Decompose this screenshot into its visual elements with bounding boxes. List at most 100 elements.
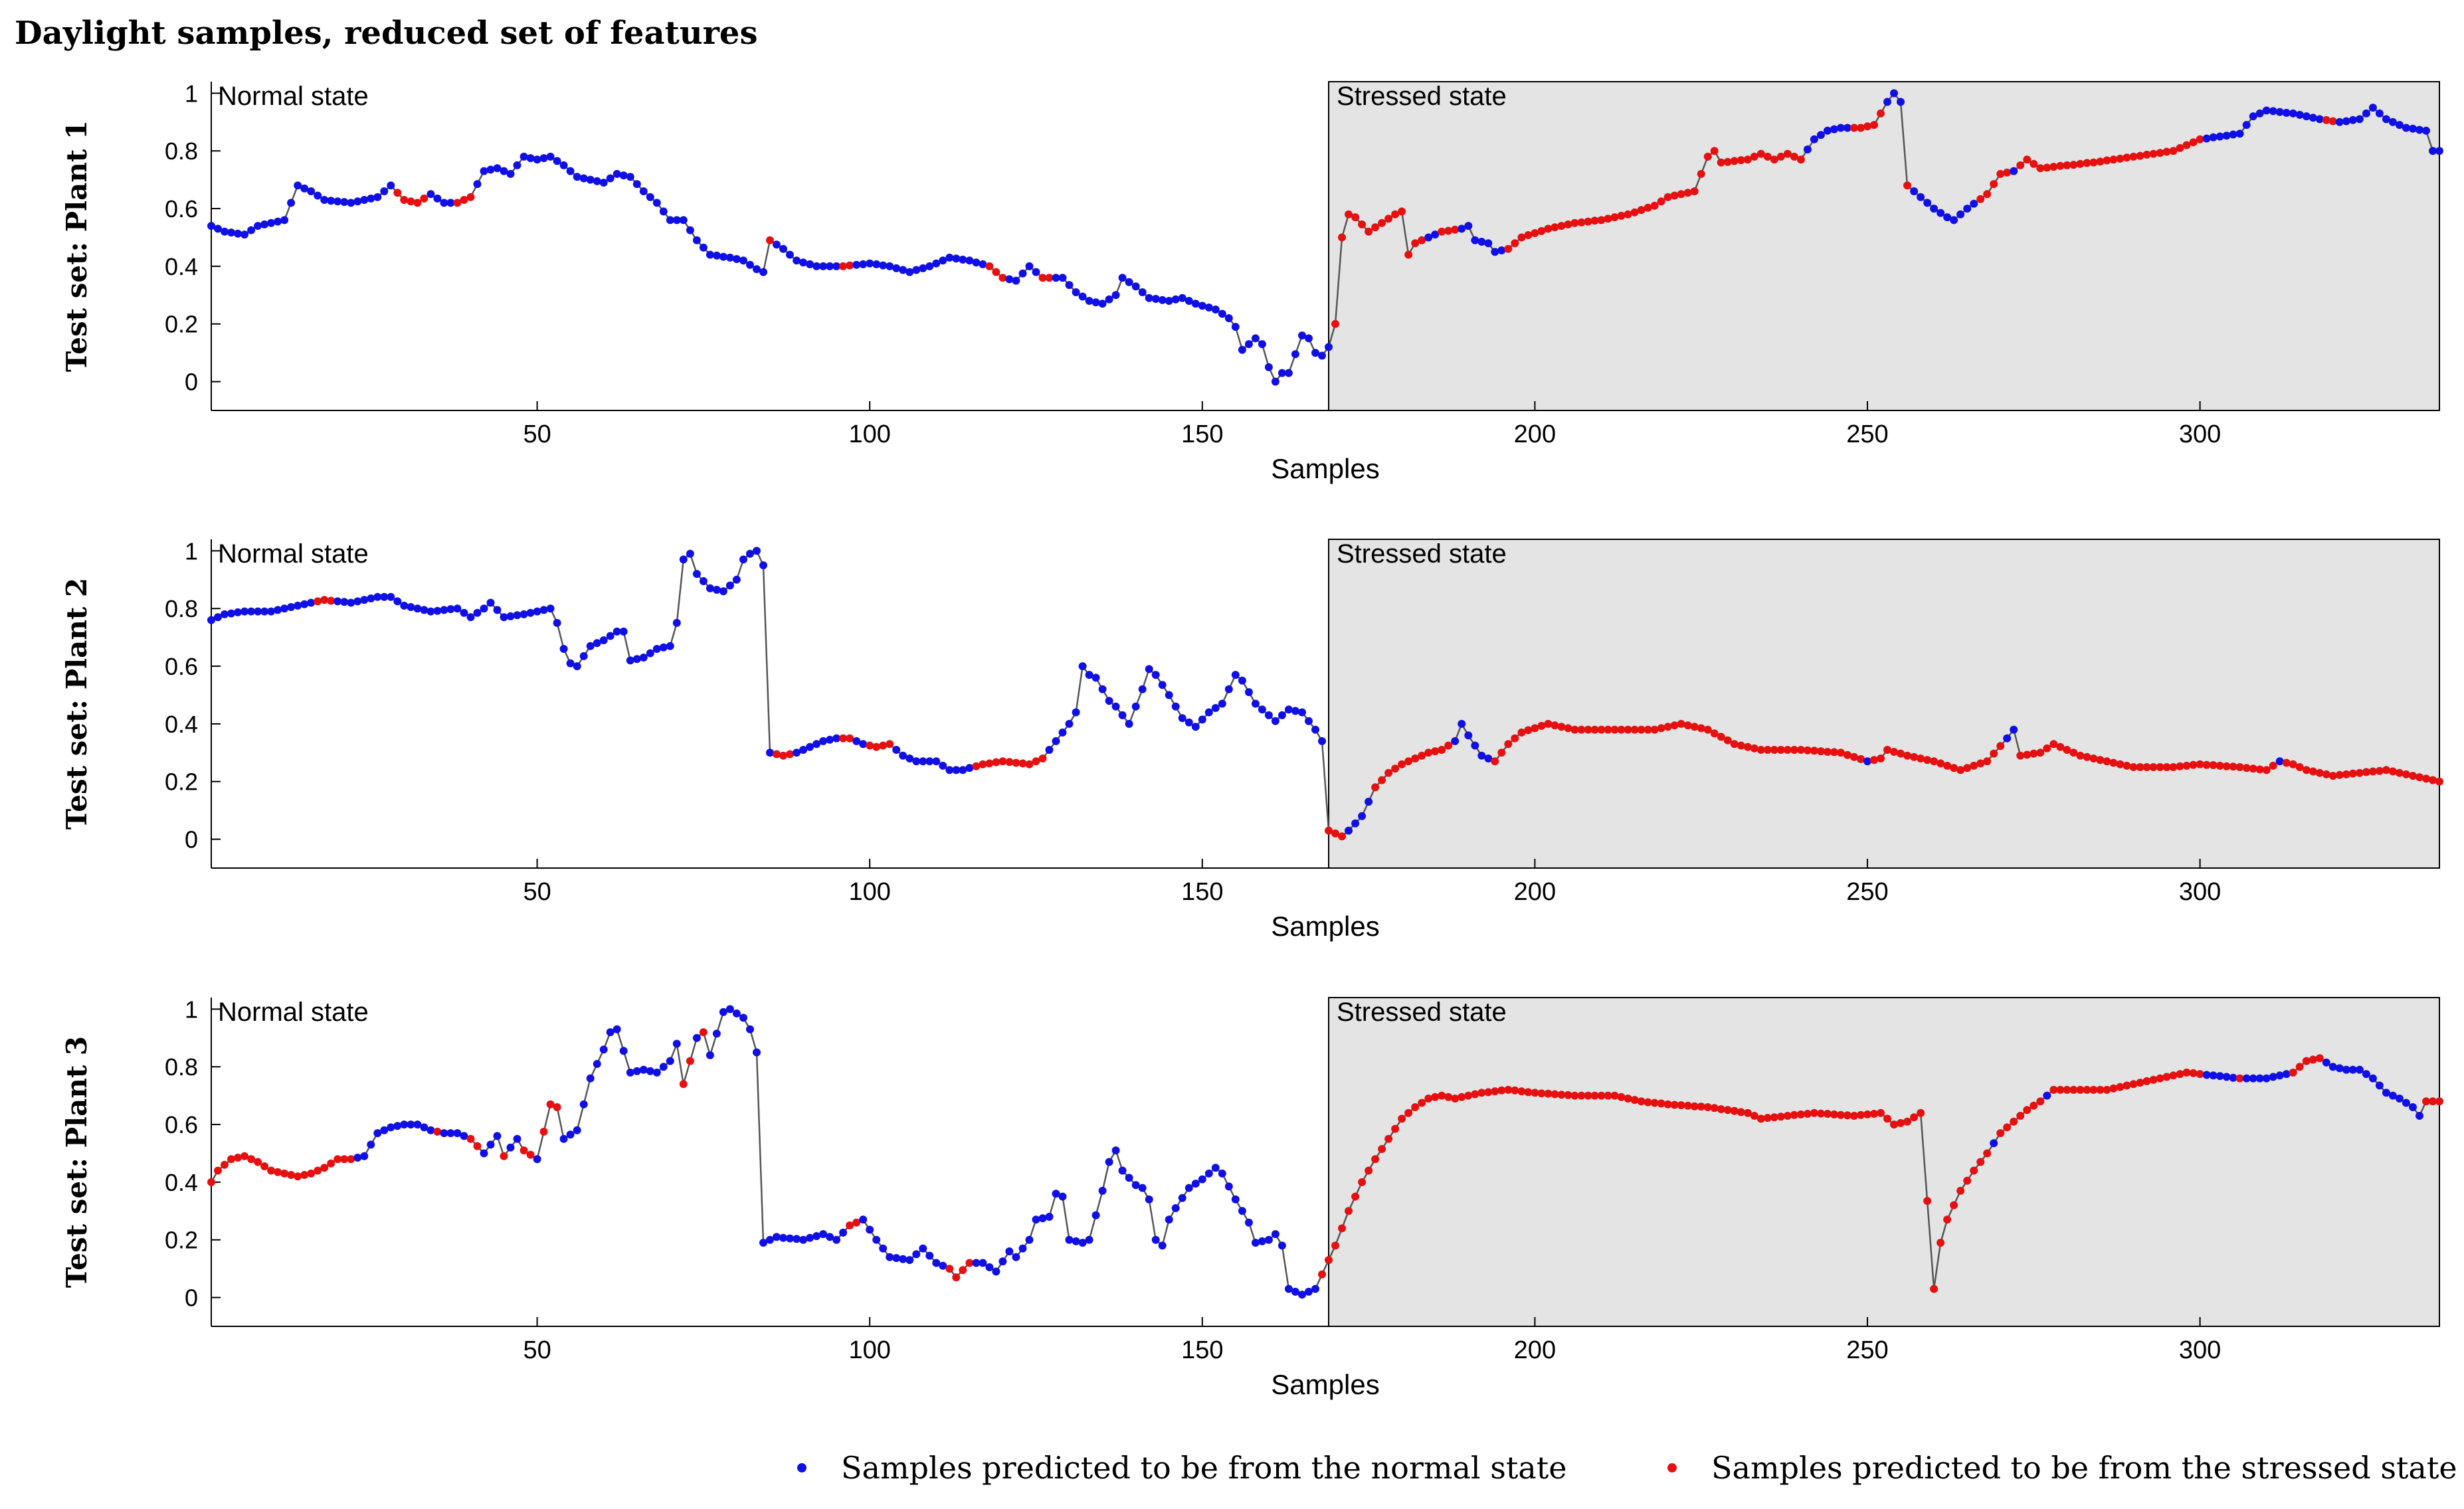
point-normal: [2282, 1070, 2291, 1079]
point-normal: [1165, 297, 1173, 305]
point-normal: [260, 607, 269, 616]
point-stressed: [2089, 754, 2098, 762]
point-stressed: [1331, 319, 1339, 328]
point-normal: [626, 656, 634, 665]
point-stressed: [872, 743, 881, 751]
point-stressed: [1644, 203, 1652, 212]
point-normal: [387, 1123, 395, 1132]
point-normal: [998, 1257, 1007, 1266]
point-stressed: [2103, 757, 2111, 766]
point-normal: [473, 608, 482, 617]
point-normal: [613, 1025, 621, 1033]
point-normal: [1078, 292, 1087, 301]
point-normal: [1883, 98, 1891, 106]
point-stressed: [2056, 161, 2065, 170]
point-stressed: [2176, 762, 2184, 770]
point-normal: [446, 1129, 455, 1138]
point-normal: [859, 1215, 868, 1224]
point-stressed: [1983, 1149, 1992, 1158]
point-stressed: [2089, 1085, 2098, 1094]
point-normal: [672, 1039, 681, 1048]
point-stressed: [1697, 169, 1705, 178]
point-stressed: [1690, 1102, 1699, 1110]
point-normal: [254, 607, 262, 616]
stressed-region: [1328, 997, 2440, 1327]
point-normal: [1204, 1169, 1213, 1178]
point-normal: [886, 262, 894, 270]
point-normal: [1072, 708, 1080, 717]
point-stressed: [2182, 761, 2191, 770]
point-normal: [686, 549, 694, 558]
point-normal: [753, 1048, 761, 1057]
point-normal: [413, 604, 422, 613]
legend-marker-stressed: [1667, 1463, 1677, 1472]
point-normal: [712, 1029, 721, 1038]
point-normal: [307, 598, 316, 607]
point-normal: [1803, 145, 1812, 153]
point-normal: [2235, 130, 2244, 138]
point-stressed: [2348, 769, 2357, 778]
point-normal: [267, 607, 276, 616]
point-normal: [1185, 297, 1193, 305]
point-normal: [1158, 1241, 1167, 1250]
point-stressed: [1863, 1110, 1871, 1118]
point-normal: [1471, 236, 1479, 244]
point-normal: [533, 155, 541, 164]
point-normal: [433, 606, 442, 615]
point-stressed: [2149, 149, 2158, 158]
point-normal: [613, 169, 621, 178]
point-normal: [725, 581, 734, 590]
point-normal: [1318, 351, 1326, 360]
point-normal: [566, 1130, 575, 1139]
point-normal: [879, 261, 888, 270]
point-stressed: [1504, 740, 1513, 749]
point-normal: [746, 549, 754, 558]
point-normal: [1032, 268, 1040, 276]
point-normal: [965, 256, 974, 265]
point-normal: [347, 199, 355, 207]
point-normal: [753, 265, 761, 274]
point-stressed: [2116, 760, 2125, 768]
point-normal: [1191, 723, 1200, 731]
point-stressed: [1610, 213, 1619, 222]
point-normal: [732, 1009, 741, 1018]
point-stressed: [1717, 158, 1725, 167]
point-normal: [559, 1134, 568, 1143]
point-normal: [899, 751, 907, 760]
point-stressed: [2388, 767, 2397, 776]
x-tick-label: 250: [1846, 878, 1888, 906]
point-normal: [2289, 109, 2297, 118]
point-normal: [932, 1259, 941, 1267]
point-stressed: [1783, 149, 1792, 158]
point-stressed: [2030, 159, 2038, 168]
point-normal: [1065, 1235, 1074, 1244]
point-stressed: [2162, 1073, 2171, 1081]
point-normal: [2355, 1065, 2364, 1074]
x-tick-label: 200: [1514, 420, 1556, 448]
point-normal: [1218, 699, 1226, 708]
point-stressed: [1537, 721, 1546, 730]
point-stressed: [2003, 1123, 2012, 1132]
point-normal: [280, 604, 289, 613]
point-normal: [1351, 819, 1360, 828]
point-normal: [593, 1059, 601, 1068]
point-normal: [806, 1233, 814, 1242]
point-normal: [1305, 717, 1313, 725]
point-normal: [919, 757, 927, 766]
point-normal: [839, 1228, 848, 1237]
point-stressed: [1897, 1118, 1905, 1127]
point-normal: [1085, 1235, 1093, 1244]
point-stressed: [1790, 746, 1798, 754]
point-stressed: [1391, 764, 1400, 773]
point-normal: [1251, 334, 1260, 343]
point-stressed: [1557, 1091, 1566, 1099]
point-stressed: [1624, 725, 1632, 734]
point-normal: [1085, 297, 1093, 305]
x-tick-label: 250: [1846, 1336, 1888, 1364]
point-normal: [619, 627, 628, 636]
point-normal: [1058, 728, 1067, 737]
point-stressed: [866, 741, 874, 750]
point-normal: [892, 1254, 901, 1263]
point-stressed: [546, 1100, 555, 1109]
point-stressed: [2422, 774, 2430, 783]
